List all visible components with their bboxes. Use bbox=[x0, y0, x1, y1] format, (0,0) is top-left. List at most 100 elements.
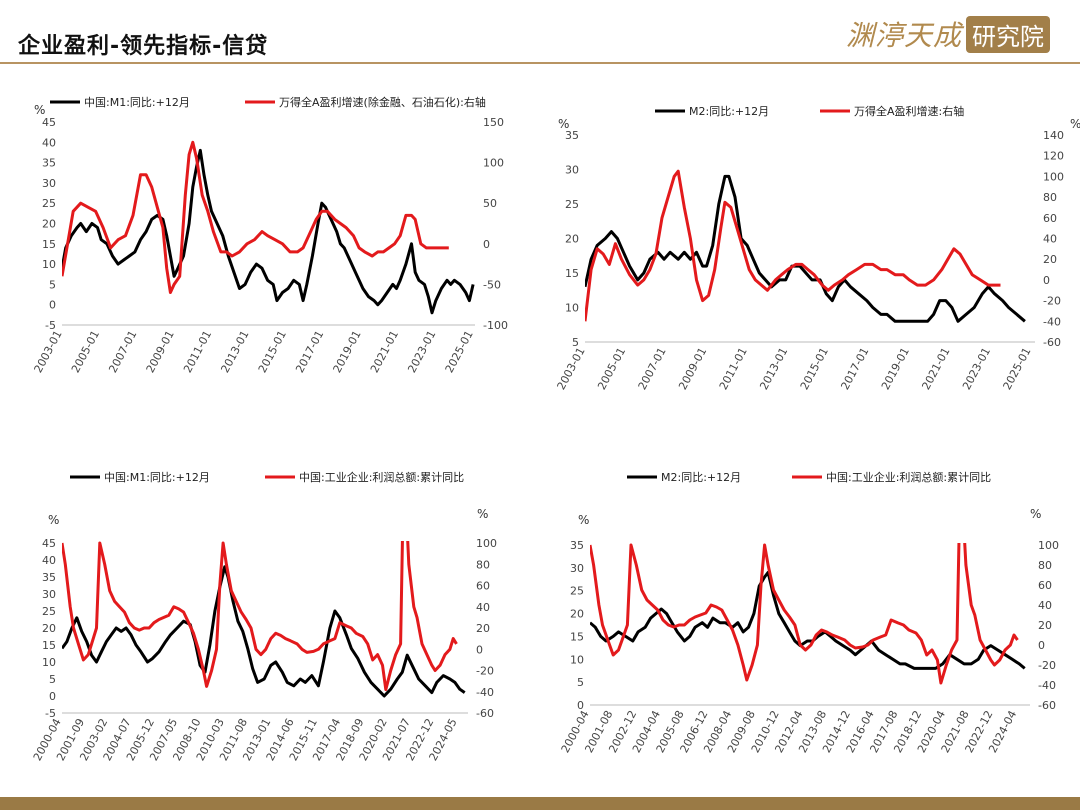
y-right-tick: -60 bbox=[1043, 336, 1061, 349]
y-right-tick: 0 bbox=[1038, 639, 1045, 652]
y-right-tick: 0 bbox=[476, 643, 483, 656]
chart-m1-vs-wind-a-profit: 中国:M1:同比:+12月 万得全A盈利增速(除金融、石油石化):右轴%-5051… bbox=[32, 95, 508, 375]
y-right-tick: -60 bbox=[1038, 699, 1056, 712]
y-left-tick: -5 bbox=[45, 707, 56, 720]
y-right-tick: 0 bbox=[1043, 274, 1050, 287]
series-line-1 bbox=[62, 148, 475, 315]
header-divider bbox=[0, 62, 1080, 64]
logo-text-left: 渊渟天成 bbox=[846, 19, 963, 52]
footer-band bbox=[0, 797, 1080, 810]
y-left-tick: 35 bbox=[42, 571, 56, 584]
y-right-tick: 100 bbox=[476, 537, 497, 550]
legend-label-2: 万得全A盈利增速:右轴 bbox=[854, 104, 964, 118]
y-right-tick: 80 bbox=[476, 558, 490, 571]
y-right-tick: 50 bbox=[483, 197, 497, 210]
y-left-tick: 5 bbox=[49, 278, 56, 291]
y-right-tick: -20 bbox=[476, 665, 494, 678]
y-right-tick: 0 bbox=[483, 238, 490, 251]
y-right-tick: 80 bbox=[1038, 559, 1052, 572]
y-left-tick: 35 bbox=[570, 539, 584, 552]
y-right-tick: -20 bbox=[1038, 659, 1056, 672]
x-tick-label: 2007-01 bbox=[636, 345, 669, 392]
series-line-1 bbox=[585, 174, 1026, 323]
y-left-tick: 0 bbox=[49, 690, 56, 703]
y-left-tick: 15 bbox=[42, 639, 56, 652]
y-left-tick: 25 bbox=[570, 585, 584, 598]
logo-text-right: 研究院 bbox=[966, 15, 1051, 53]
y-right-unit: % bbox=[1030, 507, 1041, 521]
y-left-tick: 20 bbox=[565, 233, 579, 246]
y-left-tick: 45 bbox=[42, 537, 56, 550]
brand-logo: 渊渟天成 研究院 bbox=[846, 14, 1051, 54]
y-left-unit: % bbox=[578, 513, 589, 527]
x-tick-label: 2021-01 bbox=[919, 345, 952, 392]
y-right-tick: -40 bbox=[1038, 679, 1056, 692]
x-tick-label: 2011-01 bbox=[181, 328, 214, 375]
y-left-tick: 30 bbox=[565, 164, 579, 177]
series-line-2 bbox=[62, 541, 458, 692]
y-left-tick: 10 bbox=[42, 258, 56, 271]
y-right-tick: -40 bbox=[1043, 315, 1061, 328]
y-right-tick: 60 bbox=[1038, 579, 1052, 592]
y-right-tick: 40 bbox=[1038, 599, 1052, 612]
x-tick-label: 2013-01 bbox=[757, 345, 790, 392]
y-left-tick: 35 bbox=[565, 129, 579, 142]
x-tick-label: 2019-01 bbox=[879, 345, 912, 392]
x-tick-label: 2009-01 bbox=[144, 328, 177, 375]
y-right-unit: % bbox=[477, 507, 488, 521]
y-left-tick: 30 bbox=[42, 177, 56, 190]
y-right-tick: 100 bbox=[1043, 170, 1064, 183]
y-right-tick: 60 bbox=[1043, 212, 1057, 225]
y-left-tick: 30 bbox=[570, 562, 584, 575]
y-left-tick: 5 bbox=[577, 676, 584, 689]
x-tick-label: 2019-01 bbox=[331, 328, 364, 375]
y-left-tick: 20 bbox=[570, 608, 584, 621]
y-right-tick: 100 bbox=[483, 157, 504, 170]
y-left-tick: 20 bbox=[42, 218, 56, 231]
x-tick-label: 2015-01 bbox=[798, 345, 831, 392]
y-left-tick: 15 bbox=[565, 267, 579, 280]
x-tick-label: 2009-01 bbox=[676, 345, 709, 392]
x-tick-label: 2025-01 bbox=[443, 328, 476, 375]
x-tick-label: 2007-01 bbox=[106, 328, 139, 375]
y-left-tick: 25 bbox=[42, 605, 56, 618]
chart-m2-vs-industrial-profit: M2:同比:+12月 中国:工业企业:利润总额:累计同比% % 0 5 10 15 20 25 3… bbox=[559, 470, 1059, 755]
plot-area bbox=[62, 541, 466, 698]
x-tick-label: 2023-01 bbox=[960, 345, 993, 392]
y-left-tick: 10 bbox=[570, 653, 584, 666]
y-left-unit: % bbox=[34, 103, 45, 117]
x-tick-label: 2013-01 bbox=[218, 328, 251, 375]
y-left-tick: 10 bbox=[565, 302, 579, 315]
legend-label-1: 中国:M1:同比:+12月 bbox=[104, 471, 210, 484]
y-right-tick: -20 bbox=[1043, 295, 1061, 308]
y-right-tick: 40 bbox=[476, 601, 490, 614]
x-tick-label: 2005-01 bbox=[595, 345, 628, 392]
y-left-tick: 10 bbox=[42, 656, 56, 669]
legend-label-1: 中国:M1:同比:+12月 bbox=[84, 96, 190, 109]
legend-label-2: 中国:工业企业:利润总额:累计同比 bbox=[299, 470, 464, 484]
x-tick-label: 2003-01 bbox=[32, 328, 65, 375]
y-right-tick: 140 bbox=[1043, 129, 1064, 142]
legend-label-2: 中国:工业企业:利润总额:累计同比 bbox=[826, 470, 991, 484]
y-left-tick: 40 bbox=[42, 136, 56, 149]
x-tick-label: 2015-01 bbox=[256, 328, 289, 375]
y-right-tick: 100 bbox=[1038, 539, 1059, 552]
y-left-tick: 15 bbox=[570, 630, 584, 643]
y-left-tick: 25 bbox=[565, 198, 579, 211]
y-right-unit: % bbox=[1070, 117, 1080, 131]
chart-m1-vs-industrial-profit: 中国:M1:同比:+12月 中国:工业企业:利润总额:累计同比% % -5 0 5 10 15… bbox=[31, 470, 497, 763]
y-left-unit: % bbox=[48, 513, 59, 527]
y-left-tick: 25 bbox=[42, 197, 56, 210]
y-right-tick: 150 bbox=[483, 116, 504, 129]
y-right-tick: -60 bbox=[476, 707, 494, 720]
y-right-tick: 60 bbox=[476, 580, 490, 593]
x-tick-label: 2023-01 bbox=[405, 328, 438, 375]
x-tick-label: 2021-01 bbox=[368, 328, 401, 375]
y-right-tick: 40 bbox=[1043, 233, 1057, 246]
y-right-tick: -40 bbox=[476, 686, 494, 699]
y-right-tick: 20 bbox=[1038, 619, 1052, 632]
x-tick-label: 2011-01 bbox=[717, 345, 750, 392]
legend-label-2: 万得全A盈利增速(除金融、石油石化):右轴 bbox=[279, 95, 486, 109]
page-title: 企业盈利-领先指标-信贷 bbox=[18, 34, 269, 59]
y-left-tick: 15 bbox=[42, 238, 56, 251]
